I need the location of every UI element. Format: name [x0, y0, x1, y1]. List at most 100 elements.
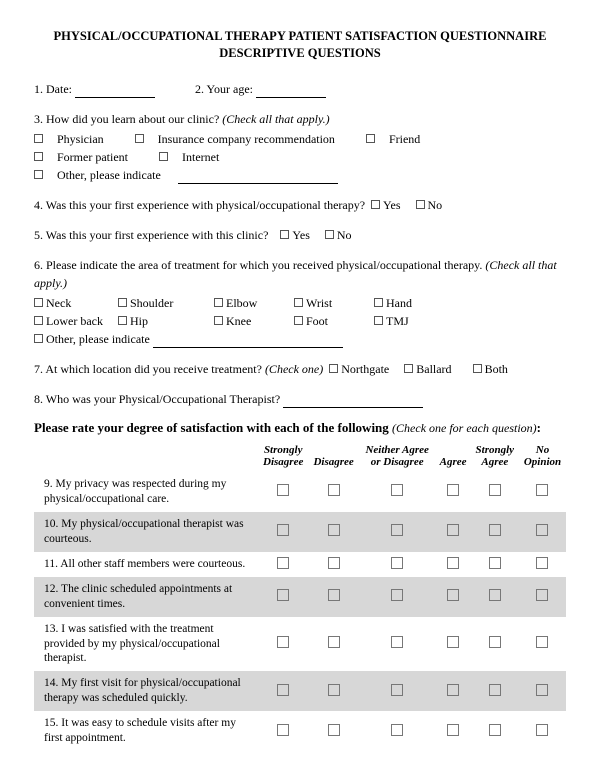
q6-opt-neck: Neck: [46, 296, 71, 310]
checkbox-icon[interactable]: [118, 298, 127, 307]
rating-question-text: 12. The clinic scheduled appointments at…: [34, 577, 258, 617]
checkbox-icon[interactable]: [489, 524, 501, 536]
checkbox-icon[interactable]: [404, 364, 413, 373]
q8-input[interactable]: [283, 395, 423, 408]
checkbox-icon[interactable]: [34, 134, 43, 143]
q7-label: 7. At which location did you receive tre…: [34, 362, 262, 376]
q1-label: 1. Date:: [34, 82, 72, 96]
q1: 1. Date:: [34, 80, 155, 98]
checkbox-icon[interactable]: [391, 524, 403, 536]
checkbox-icon[interactable]: [214, 316, 223, 325]
rating-question-text: 9. My privacy was respected during my ph…: [34, 472, 258, 512]
rating-question-text: 13. I was satisfied with the treatment p…: [34, 617, 258, 672]
q1-input[interactable]: [75, 85, 155, 98]
checkbox-icon[interactable]: [536, 636, 548, 648]
checkbox-icon[interactable]: [135, 134, 144, 143]
checkbox-icon[interactable]: [489, 684, 501, 696]
checkbox-icon[interactable]: [366, 134, 375, 143]
checkbox-icon[interactable]: [34, 152, 43, 161]
rating-cell: [258, 671, 308, 711]
checkbox-icon[interactable]: [277, 636, 289, 648]
rating-cell: [519, 617, 566, 672]
q3-opt-friend: Friend: [389, 132, 420, 146]
rating-cell: [308, 472, 358, 512]
checkbox-icon[interactable]: [473, 364, 482, 373]
rating-cell: [471, 472, 519, 512]
checkbox-icon[interactable]: [159, 152, 168, 161]
checkbox-icon[interactable]: [447, 589, 459, 601]
q7-hint: (Check one): [265, 362, 323, 376]
checkbox-icon[interactable]: [329, 364, 338, 373]
checkbox-icon[interactable]: [416, 200, 425, 209]
checkbox-icon[interactable]: [277, 557, 289, 569]
checkbox-icon[interactable]: [391, 557, 403, 569]
q4-no: No: [428, 198, 443, 212]
checkbox-icon[interactable]: [277, 589, 289, 601]
checkbox-icon[interactable]: [447, 636, 459, 648]
checkbox-icon[interactable]: [34, 298, 43, 307]
checkbox-icon[interactable]: [536, 684, 548, 696]
rating-cell: [436, 671, 471, 711]
checkbox-icon[interactable]: [374, 298, 383, 307]
checkbox-icon[interactable]: [214, 298, 223, 307]
checkbox-icon[interactable]: [536, 524, 548, 536]
q6-other-input[interactable]: [153, 335, 343, 348]
checkbox-icon[interactable]: [536, 557, 548, 569]
checkbox-icon[interactable]: [325, 230, 334, 239]
checkbox-icon[interactable]: [489, 484, 501, 496]
checkbox-icon[interactable]: [447, 484, 459, 496]
q7-opt-ballard: Ballard: [416, 362, 451, 376]
q5-yes: Yes: [292, 228, 309, 242]
q2-label: 2. Your age:: [195, 82, 253, 96]
checkbox-icon[interactable]: [277, 524, 289, 536]
checkbox-icon[interactable]: [328, 524, 340, 536]
checkbox-icon[interactable]: [489, 557, 501, 569]
checkbox-icon[interactable]: [447, 557, 459, 569]
q7-opt-northgate: Northgate: [341, 362, 389, 376]
checkbox-icon[interactable]: [34, 170, 43, 179]
q6-opt-wrist: Wrist: [306, 296, 332, 310]
rating-row: 9. My privacy was respected during my ph…: [34, 472, 566, 512]
checkbox-icon[interactable]: [371, 200, 380, 209]
checkbox-icon[interactable]: [536, 484, 548, 496]
checkbox-icon[interactable]: [294, 298, 303, 307]
checkbox-icon[interactable]: [277, 484, 289, 496]
rating-cell: [308, 711, 358, 751]
checkbox-icon[interactable]: [391, 484, 403, 496]
rating-cell: [258, 472, 308, 512]
q6-opt-knee: Knee: [226, 314, 251, 328]
checkbox-icon[interactable]: [374, 316, 383, 325]
rating-cell: [519, 577, 566, 617]
rating-cell: [359, 512, 436, 552]
col-agree: Agree: [436, 442, 471, 472]
checkbox-icon[interactable]: [328, 636, 340, 648]
checkbox-icon[interactable]: [328, 589, 340, 601]
checkbox-icon[interactable]: [489, 589, 501, 601]
checkbox-icon[interactable]: [277, 684, 289, 696]
checkbox-icon[interactable]: [328, 557, 340, 569]
q2-input[interactable]: [256, 85, 326, 98]
q6-opt-lowerback: Lower back: [46, 314, 103, 328]
checkbox-icon[interactable]: [328, 484, 340, 496]
checkbox-icon[interactable]: [391, 684, 403, 696]
checkbox-icon[interactable]: [34, 316, 43, 325]
checkbox-icon[interactable]: [294, 316, 303, 325]
checkbox-icon[interactable]: [280, 230, 289, 239]
checkbox-icon[interactable]: [328, 684, 340, 696]
checkbox-icon[interactable]: [118, 316, 127, 325]
rating-question-text: 14. My first visit for physical/occupati…: [34, 671, 258, 711]
checkbox-icon[interactable]: [489, 636, 501, 648]
rating-cell: [308, 577, 358, 617]
q3-other-input[interactable]: [178, 171, 338, 184]
checkbox-icon[interactable]: [34, 334, 43, 343]
checkbox-icon[interactable]: [447, 684, 459, 696]
rating-cell: [258, 711, 308, 751]
checkbox-icon[interactable]: [391, 636, 403, 648]
rating-cell: [519, 671, 566, 711]
rating-cell: [359, 671, 436, 711]
checkbox-icon[interactable]: [536, 589, 548, 601]
checkbox-icon[interactable]: [447, 524, 459, 536]
rating-row: 11. All other staff members were courteo…: [34, 552, 566, 577]
checkbox-icon[interactable]: [391, 589, 403, 601]
rating-row: 15. It was easy to schedule visits after…: [34, 711, 566, 751]
